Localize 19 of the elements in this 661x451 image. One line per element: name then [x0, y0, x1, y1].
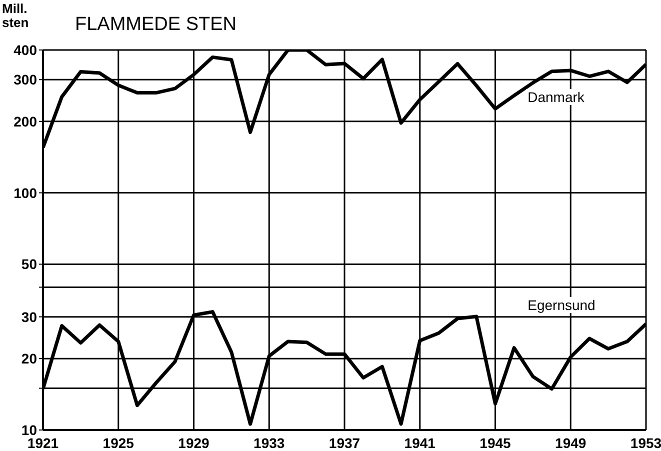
y-tick-label: 20: [21, 350, 38, 367]
x-tick-label: 1925: [102, 434, 134, 451]
series-label: Egernsund: [526, 297, 598, 314]
y-tick-label: 400: [14, 42, 38, 58]
y-tick-label: 50: [21, 256, 38, 272]
y-tick-label: 300: [14, 72, 38, 88]
x-tick-label: 1937: [328, 434, 360, 451]
chart-title: FLAMMEDE STEN: [75, 14, 237, 36]
x-tick-label: 1933: [254, 434, 285, 451]
y-tick-label: 200: [14, 113, 38, 130]
y-tick-label: 100: [14, 184, 38, 201]
series-label: Danmark: [526, 89, 586, 106]
x-tick-label: 1949: [555, 434, 586, 451]
x-tick-label: 1929: [178, 434, 210, 451]
x-tick-label: 1953: [630, 434, 661, 451]
y-axis-title: Mill. sten: [2, 1, 30, 30]
x-tick-label: 1945: [480, 434, 512, 451]
y-tick-label: 30: [21, 308, 38, 325]
x-tick-label: 1941: [404, 434, 436, 451]
